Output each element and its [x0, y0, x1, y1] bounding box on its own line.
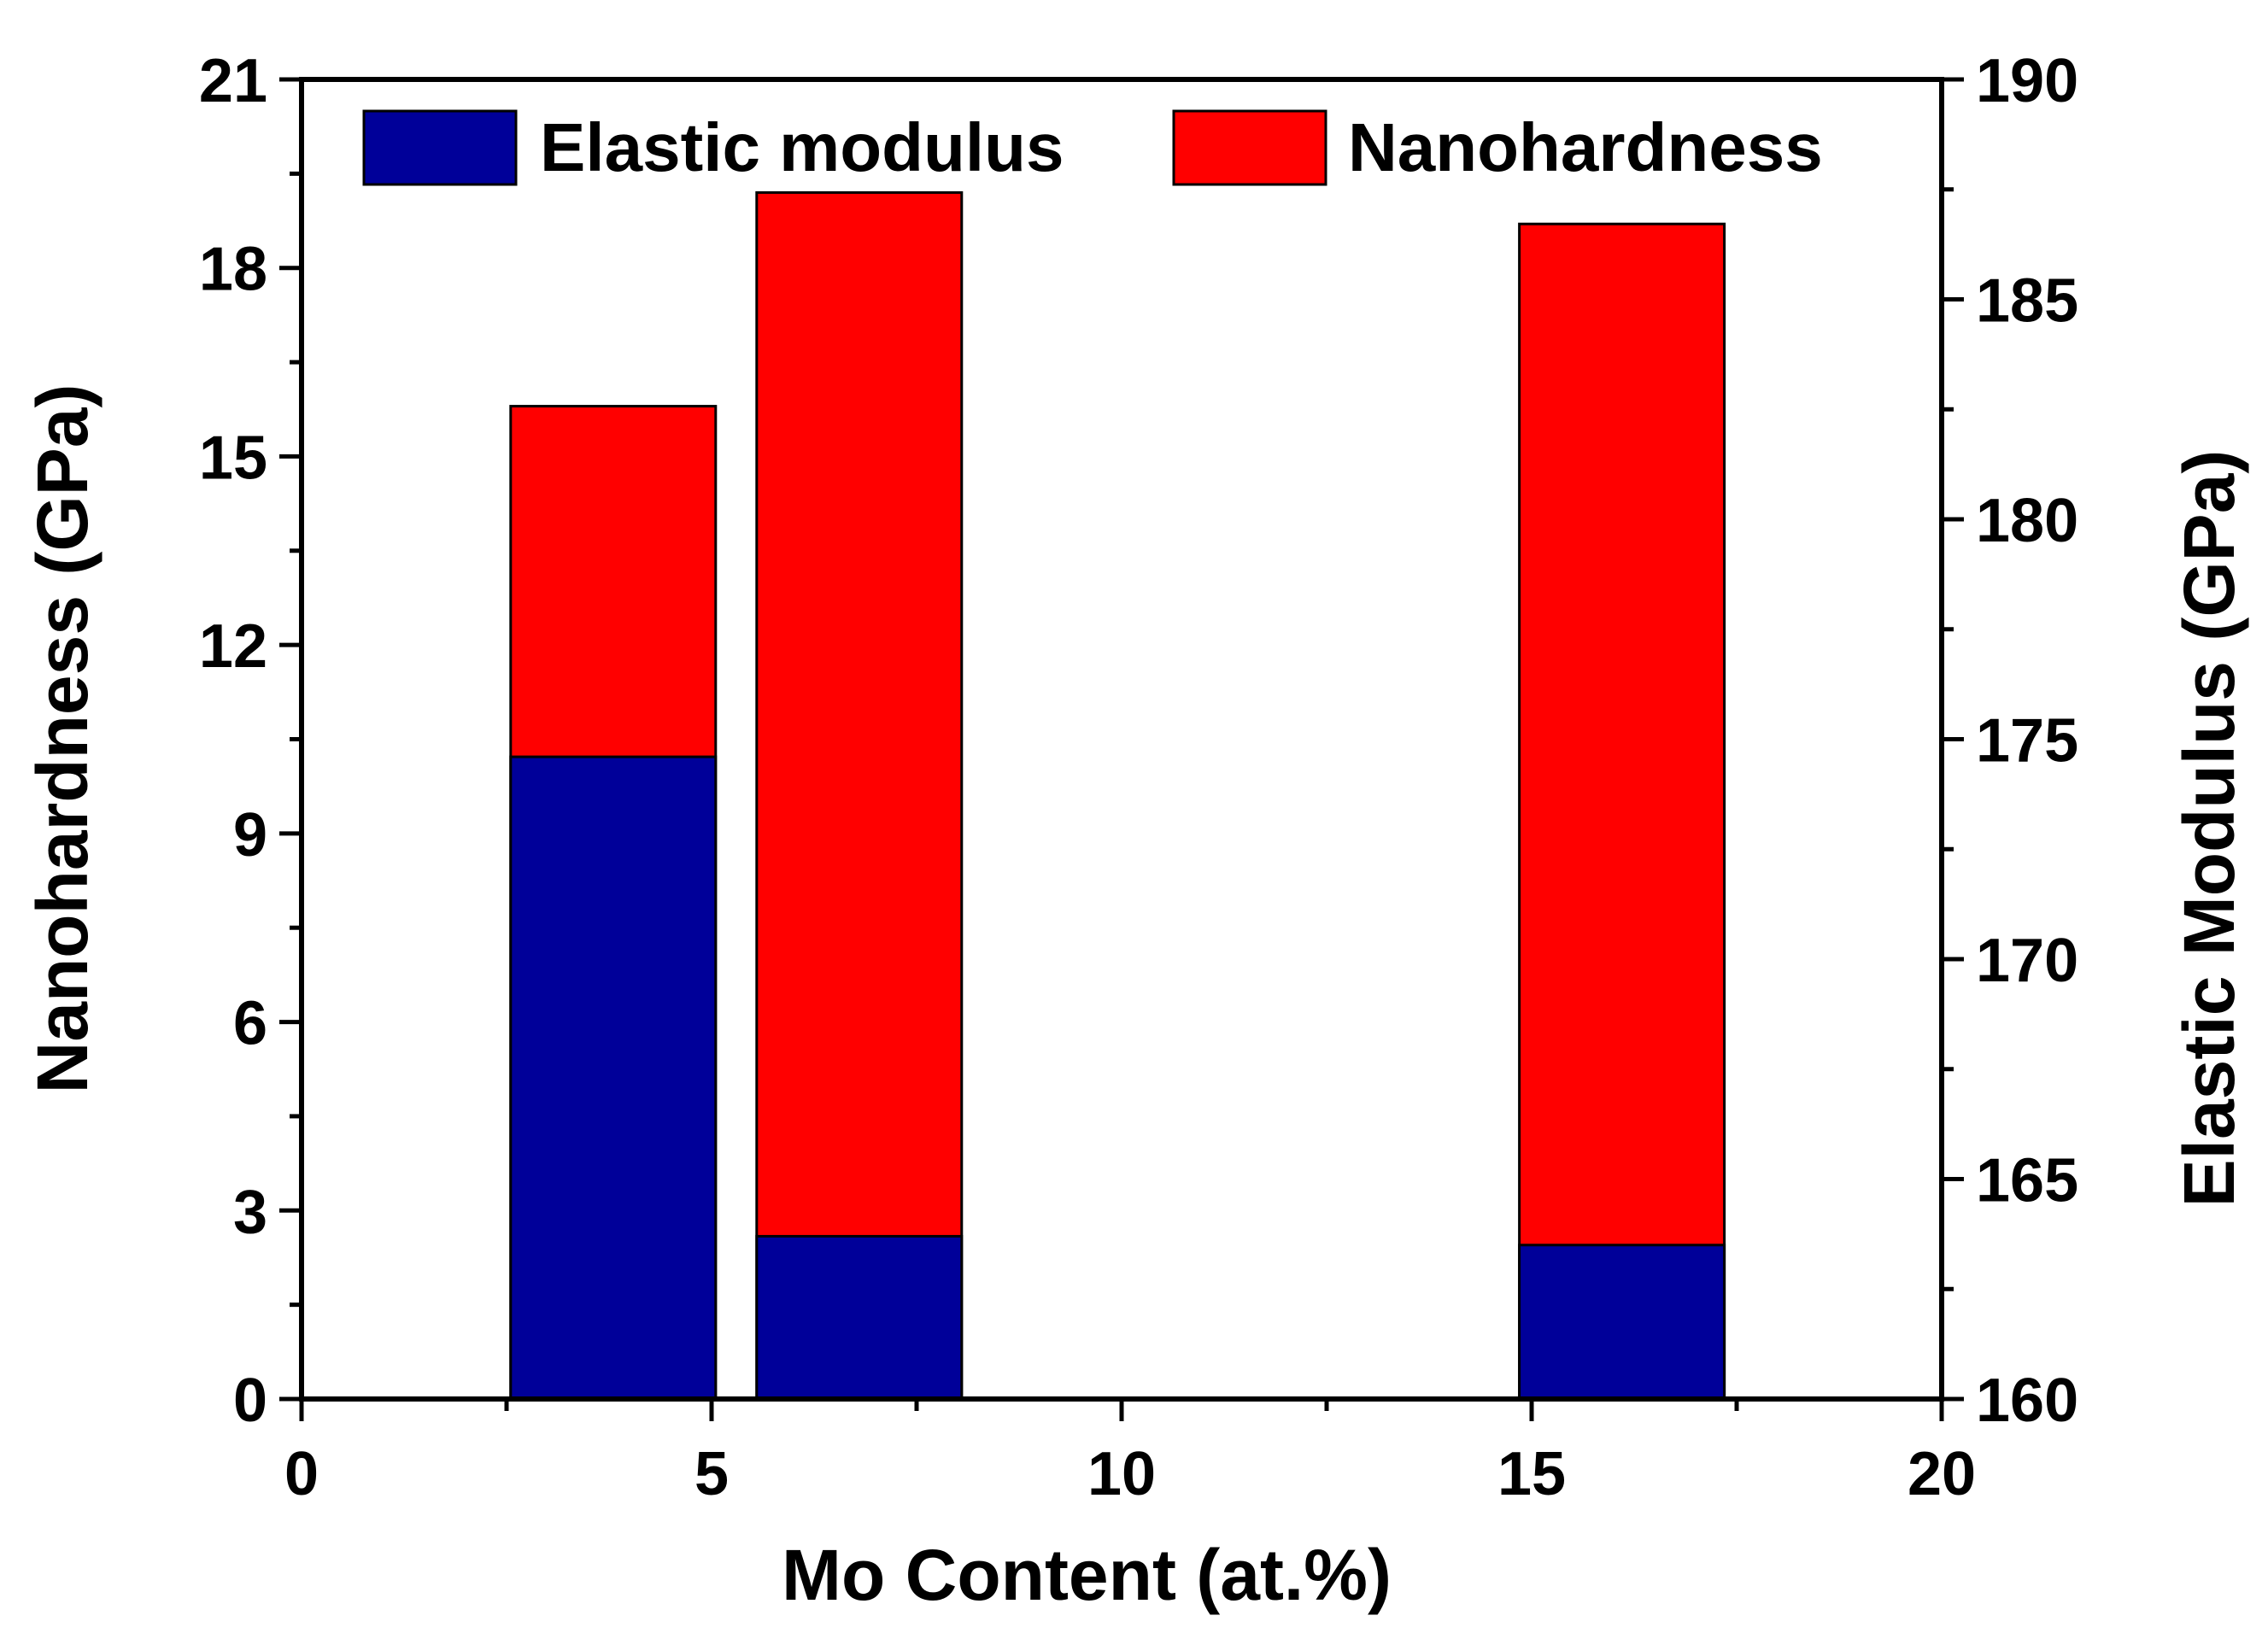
y2-tick-label-3: 175 — [1976, 707, 2078, 776]
y-tick-label-6: 18 — [199, 236, 267, 304]
x-tick-label-1: 5 — [694, 1440, 729, 1508]
y2-tick-label-2: 170 — [1976, 927, 2078, 995]
y-tick-label-4: 12 — [199, 612, 267, 681]
y2-tick-label-0: 160 — [1976, 1367, 2078, 1435]
elastic-modulus-bar-0 — [509, 755, 718, 1401]
y2-tick-label-1: 165 — [1976, 1147, 2078, 1215]
x-tick-label-2: 10 — [1087, 1440, 1156, 1508]
x-axis-title: Mo Content (at.%) — [782, 1535, 1392, 1615]
x-tick-label-3: 15 — [1497, 1440, 1566, 1508]
elastic-modulus-bar-1 — [755, 1234, 964, 1401]
axis-ticks: 0 3 6 9 12 15 18 21 160 165 170 175 180 185 190 0 5 10 15 2… — [199, 47, 2078, 1508]
y-tick-label-2: 6 — [233, 990, 267, 1058]
legend: Elastic modulus Nanohardness — [362, 109, 1823, 186]
nanohardness-bar-2 — [1518, 222, 1726, 1401]
bars — [509, 190, 1726, 1401]
y2-tick-label-6: 190 — [1976, 47, 2078, 115]
y-tick-label-5: 15 — [199, 424, 267, 492]
y-tick-label-1: 3 — [233, 1178, 267, 1246]
legend-swatch-nanohardness — [1172, 109, 1327, 186]
y-tick-label-7: 21 — [199, 47, 267, 115]
y2-tick-label-5: 185 — [1976, 267, 2078, 336]
elastic-modulus-bar-2 — [1518, 1244, 1726, 1401]
x-tick-label-0: 0 — [284, 1440, 319, 1508]
y-tick-label-0: 0 — [233, 1367, 267, 1435]
legend-label-elastic-modulus: Elastic modulus — [540, 109, 1064, 185]
nanohardness-bar-1 — [755, 190, 964, 1401]
legend-label-nanohardness: Nanohardness — [1348, 109, 1823, 185]
y2-axis-title: Elastic Modulus (GPa) — [2169, 450, 2249, 1208]
y2-tick-label-4: 180 — [1976, 487, 2078, 555]
y-tick-label-3: 9 — [233, 801, 267, 869]
x-tick-label-4: 20 — [1908, 1440, 1976, 1508]
legend-swatch-elastic-modulus — [362, 109, 518, 186]
y-axis-title: Nanohardness (GPa) — [22, 384, 103, 1094]
